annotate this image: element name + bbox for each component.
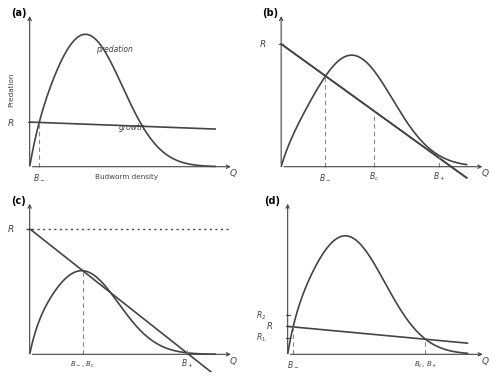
Text: Predation: Predation <box>8 73 14 107</box>
Text: $B_c$, $B_+$: $B_c$, $B_+$ <box>414 360 437 370</box>
Text: $B_-$: $B_-$ <box>33 172 46 181</box>
Text: (c): (c) <box>11 196 26 206</box>
Text: $R_2$: $R_2$ <box>256 309 266 322</box>
Text: $B_-$, $B_c$: $B_-$, $B_c$ <box>70 360 95 370</box>
Text: $R$: $R$ <box>259 39 266 50</box>
Text: $B_-$: $B_-$ <box>287 359 299 369</box>
Text: $R$: $R$ <box>266 319 274 330</box>
Text: (b): (b) <box>262 8 278 18</box>
Text: $R$: $R$ <box>8 116 15 127</box>
Text: (d): (d) <box>264 196 280 206</box>
Text: $B_+$: $B_+$ <box>432 170 445 183</box>
Text: $Q$: $Q$ <box>481 167 490 180</box>
Text: $B_c$: $B_c$ <box>369 170 379 183</box>
Text: $Q$: $Q$ <box>230 355 238 367</box>
Text: $R$: $R$ <box>8 223 15 234</box>
Text: $R_1$: $R_1$ <box>256 332 266 344</box>
Text: predation: predation <box>96 45 134 54</box>
Text: $Q$: $Q$ <box>481 355 490 367</box>
Text: $Q$: $Q$ <box>230 167 238 180</box>
Text: (a): (a) <box>11 8 26 18</box>
Text: growth: growth <box>118 124 146 132</box>
Text: $B_-$: $B_-$ <box>320 172 332 181</box>
Text: Budworm density: Budworm density <box>94 174 158 180</box>
Text: $B_+$: $B_+$ <box>180 358 192 370</box>
